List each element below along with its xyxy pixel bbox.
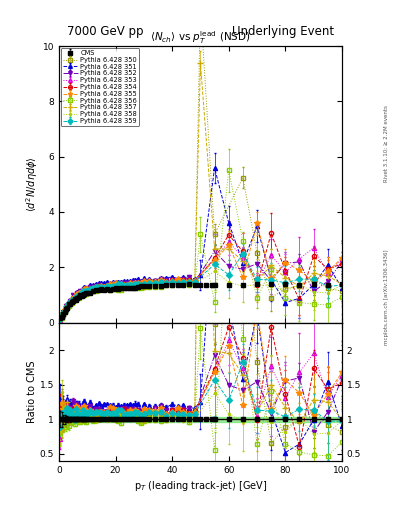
Text: Underlying Event: Underlying Event: [232, 26, 334, 38]
Text: Rivet 3.1.10; ≥ 2.2M events: Rivet 3.1.10; ≥ 2.2M events: [384, 105, 389, 182]
Title: $\langle N_{ch}\rangle$ vs $p_T^{\rm lead}$ (NSD): $\langle N_{ch}\rangle$ vs $p_T^{\rm lea…: [150, 29, 251, 46]
Text: mcplots.cern.ch [arXiv:1306.3436]: mcplots.cern.ch [arXiv:1306.3436]: [384, 249, 389, 345]
Text: 7000 GeV pp: 7000 GeV pp: [67, 26, 143, 38]
Y-axis label: Ratio to CMS: Ratio to CMS: [27, 360, 37, 423]
Y-axis label: $\langle d^2N/d\eta d\phi\rangle$: $\langle d^2N/d\eta d\phi\rangle$: [24, 156, 40, 212]
Bar: [59, 417, 342, 422]
Legend: CMS, Pythia 6.428 350, Pythia 6.428 351, Pythia 6.428 352, Pythia 6.428 353, Pyt: CMS, Pythia 6.428 350, Pythia 6.428 351,…: [61, 48, 139, 126]
X-axis label: p$_T$ (leading track-jet) [GeV]: p$_T$ (leading track-jet) [GeV]: [134, 479, 267, 493]
